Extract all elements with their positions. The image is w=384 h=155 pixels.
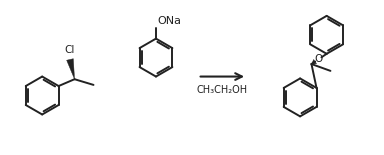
Polygon shape xyxy=(311,59,317,64)
Text: Cl: Cl xyxy=(65,45,75,55)
Text: ONa: ONa xyxy=(158,16,182,27)
Polygon shape xyxy=(67,59,74,79)
Text: O: O xyxy=(314,54,323,64)
Text: CH₃CH₂OH: CH₃CH₂OH xyxy=(197,85,248,95)
